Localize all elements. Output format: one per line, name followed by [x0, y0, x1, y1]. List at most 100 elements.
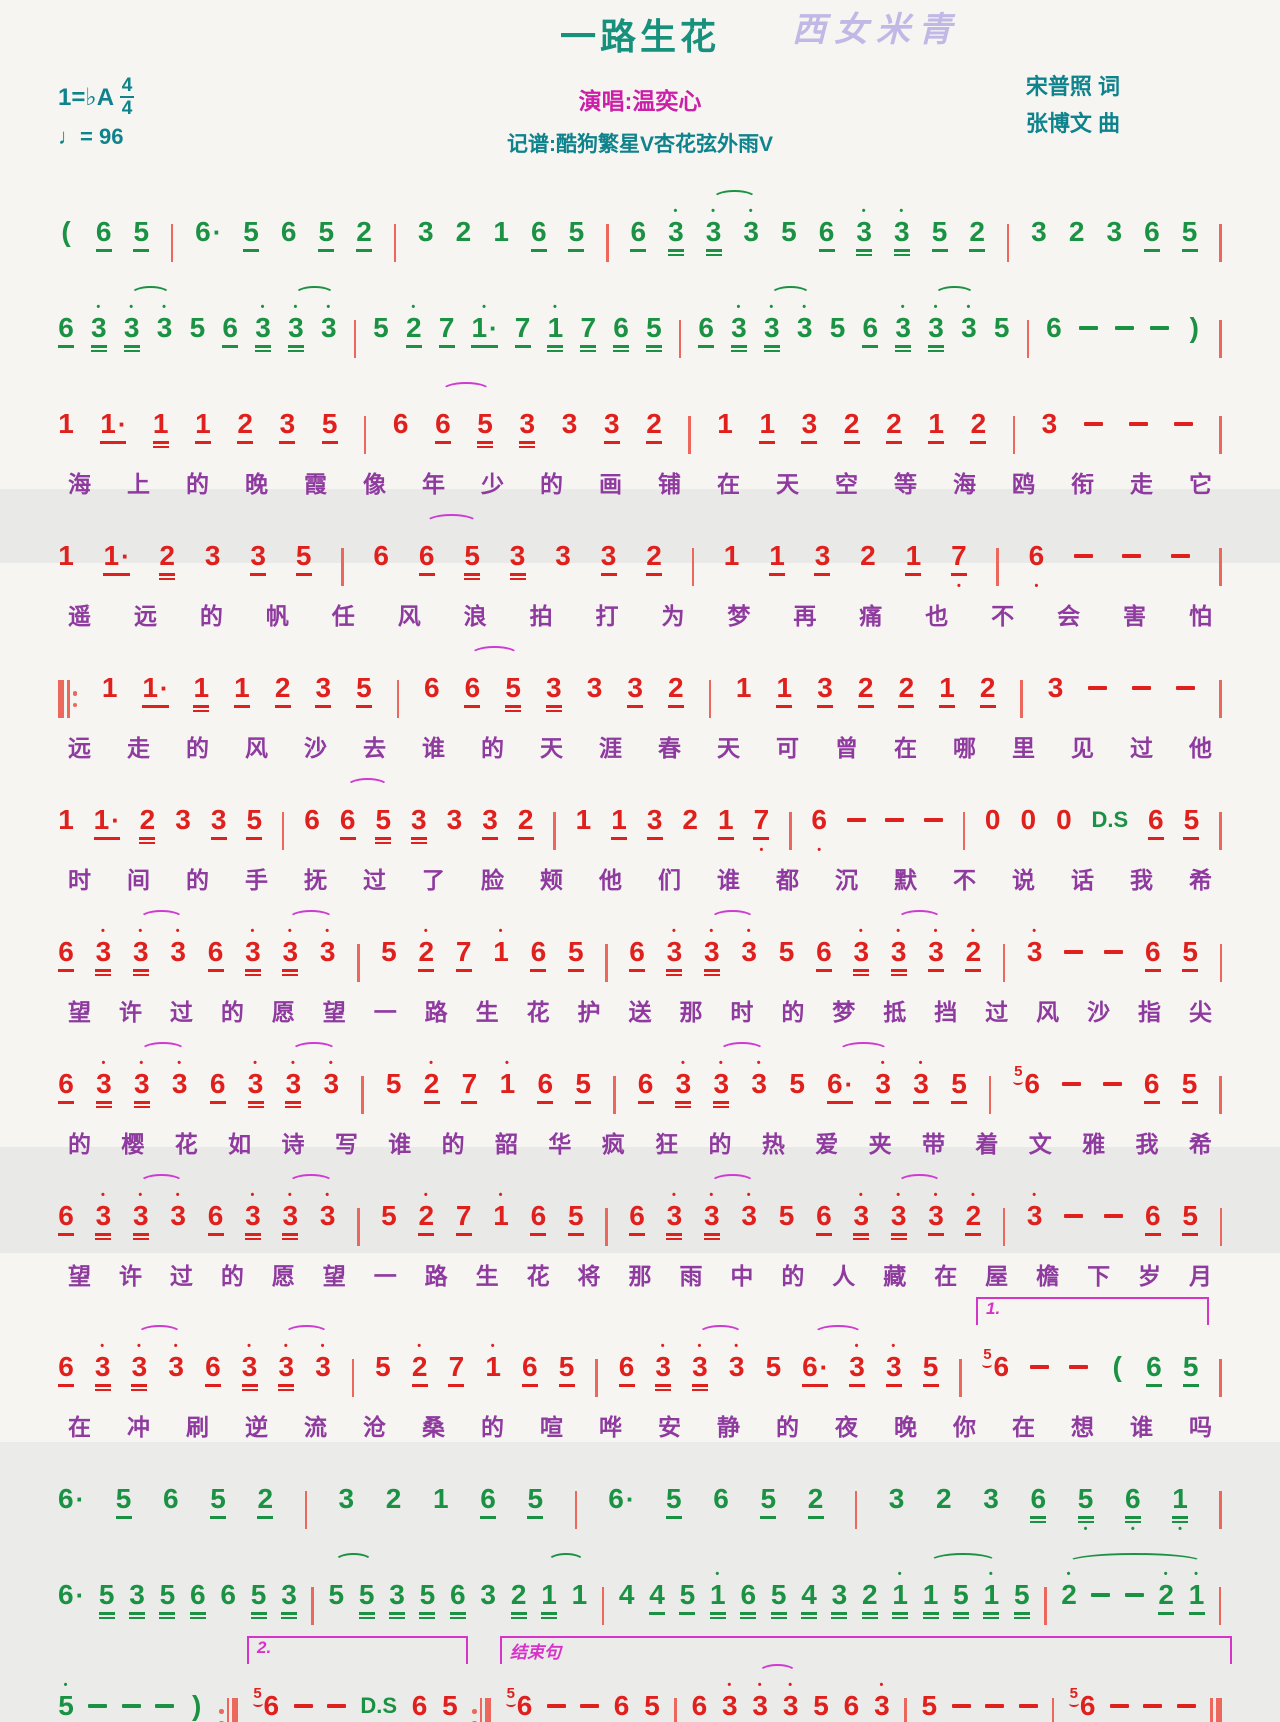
lyric-syllable: 也: [925, 603, 949, 629]
note-token: 5: [1181, 1058, 1198, 1119]
note-token: • 3: [890, 926, 907, 987]
lyric-syllable: 沙: [1087, 999, 1111, 1025]
barline: [393, 224, 397, 262]
note-token: 5: [133, 206, 150, 267]
lyrics-line: 远走的风沙去谁的天涯春天可曾在哪里见过他: [58, 723, 1222, 763]
lyric-syllable: 生: [475, 999, 499, 1025]
time-signature: 4 4: [120, 75, 135, 119]
barline: [678, 320, 682, 358]
note-token: • 3: [132, 926, 149, 987]
note-token: 5: [115, 1473, 132, 1534]
lyric-syllable: 雨: [679, 1263, 703, 1289]
note-token: 6: [537, 1058, 554, 1119]
note-token: 4: [649, 1569, 666, 1630]
barline: [1020, 680, 1023, 718]
note-token: 1: [905, 530, 922, 591]
lyric-syllable: 画: [599, 471, 622, 497]
note-token: 5: [931, 206, 948, 267]
note-token: [1170, 530, 1190, 591]
note-token: 6: [392, 408, 409, 439]
note-token: 6: [1144, 926, 1161, 987]
note-token: 5: [243, 206, 260, 267]
lyric-syllable: 帆: [265, 603, 289, 629]
note-token: 2: [455, 216, 472, 247]
note-token: 3: [204, 540, 221, 571]
lyric-syllable: 害: [1123, 603, 1146, 629]
singer-line: 演唱:温奕心: [578, 88, 702, 114]
note-token: [1150, 302, 1170, 363]
note-token: 2: [860, 540, 876, 571]
lyric-syllable: 安: [658, 1414, 681, 1440]
barline: [1012, 416, 1016, 454]
note-token: 1 ·: [142, 662, 169, 723]
note-token: • 1: [983, 1569, 1000, 1630]
note-token: 1: [493, 216, 509, 247]
note-token: 1: [233, 662, 250, 723]
lyric-syllable: 过: [169, 999, 193, 1025]
note-token: 5: [355, 662, 372, 723]
note-token: [326, 1680, 346, 1722]
note-token: • 3: [320, 301, 337, 343]
note-token: 1: [735, 672, 752, 703]
note-token: • 3: [1026, 1189, 1043, 1231]
note-token: 1: [58, 408, 74, 439]
note-token: 6: [637, 1058, 654, 1119]
lyric-syllable: 在: [68, 1414, 91, 1440]
lyric-syllable: 风: [1036, 999, 1060, 1025]
lyric-syllable: 狂: [655, 1131, 679, 1157]
lyric-syllable: 年: [422, 471, 445, 497]
lyric-syllable: 的: [186, 735, 209, 761]
note-token: • 3: [95, 1190, 112, 1251]
note-token: • 3: [95, 1058, 112, 1119]
note-token: • 3: [319, 925, 336, 967]
lyric-syllable: 的: [708, 1131, 732, 1157]
note-token: • 3: [285, 1058, 302, 1119]
final-barline: [1210, 1698, 1222, 1722]
lyric-syllable: 再: [793, 603, 817, 629]
note-token: 7 •: [753, 804, 770, 856]
note-token: 5: [321, 398, 338, 459]
music-system: ( 6 5 6 · 5 6 5 2 3 2 1 6 5 6 • 3 • 3 • 3 5 …: [58, 186, 1222, 267]
barline: [854, 1491, 858, 1529]
note-token: 2: [970, 398, 987, 459]
lyric-syllable: 你: [953, 1414, 976, 1440]
note-token: • 3: [282, 926, 299, 987]
lyric-syllable: 会: [1057, 603, 1081, 629]
note-token: 6: [280, 216, 297, 247]
note-token: [1122, 530, 1142, 591]
lyric-syllable: 送: [628, 999, 652, 1025]
note-token: • 3: [90, 302, 107, 363]
note-token: 6: [1143, 1058, 1160, 1119]
notation-line: 1 1 · 2 3 3 5 6 6 5 3 3 3 2 1 1 3 2 1 7 • …: [58, 774, 1222, 856]
note-token: 3: [561, 408, 578, 439]
lyric-syllable: 的: [781, 1263, 805, 1289]
lyric-syllable: 爱: [815, 1131, 839, 1157]
note-token: 3: [603, 398, 620, 459]
note-token: 6: [1144, 1190, 1161, 1251]
note-token: 0: [984, 804, 1001, 835]
note-token: 1: [928, 398, 945, 459]
lyric-syllable: 话: [1071, 867, 1094, 893]
note-token: [1109, 1680, 1129, 1722]
note-token: [88, 1680, 108, 1722]
note-token: • 1 ·: [471, 302, 498, 363]
lyric-syllable: 如: [228, 1131, 252, 1157]
lyric-syllable: 抵: [883, 999, 907, 1025]
lyrics-line: 望 许 过 的 愿 望 一 路 生 花 护 送 那 时 的 梦 抵 挡 过 风 沙 指尖: [58, 987, 1222, 1027]
barline: [1219, 416, 1222, 454]
note-token: 5: [318, 206, 335, 267]
barline: [1219, 224, 1222, 262]
notation-line: 1 1 · 1 1 2 3 5 6 6 5 3 3 3 2 1 1 3 2 2 1…: [58, 378, 1222, 459]
lyric-syllable: 霞: [304, 471, 327, 497]
note-token: 3: [210, 794, 227, 855]
note-token: 2: [237, 398, 254, 459]
volta-label: 2.: [257, 1638, 272, 1657]
music-system: 1 1 · 2 3 3 5 6 6 5 3 3 3 2 1 1 3 2 1 7 • …: [58, 774, 1222, 895]
notation-line: 6 · 5 6 5 2 3 2 1 6 5 6 · 5 6 5 2 3 2 3 6 …: [58, 1453, 1222, 1535]
note-token: 5: [1013, 1569, 1030, 1630]
note-token: 5: [645, 302, 662, 363]
credits: 宋普照 词 张博文 曲: [1026, 68, 1120, 143]
barline: [361, 1076, 364, 1114]
lyric-syllable: 愿: [271, 1263, 295, 1289]
